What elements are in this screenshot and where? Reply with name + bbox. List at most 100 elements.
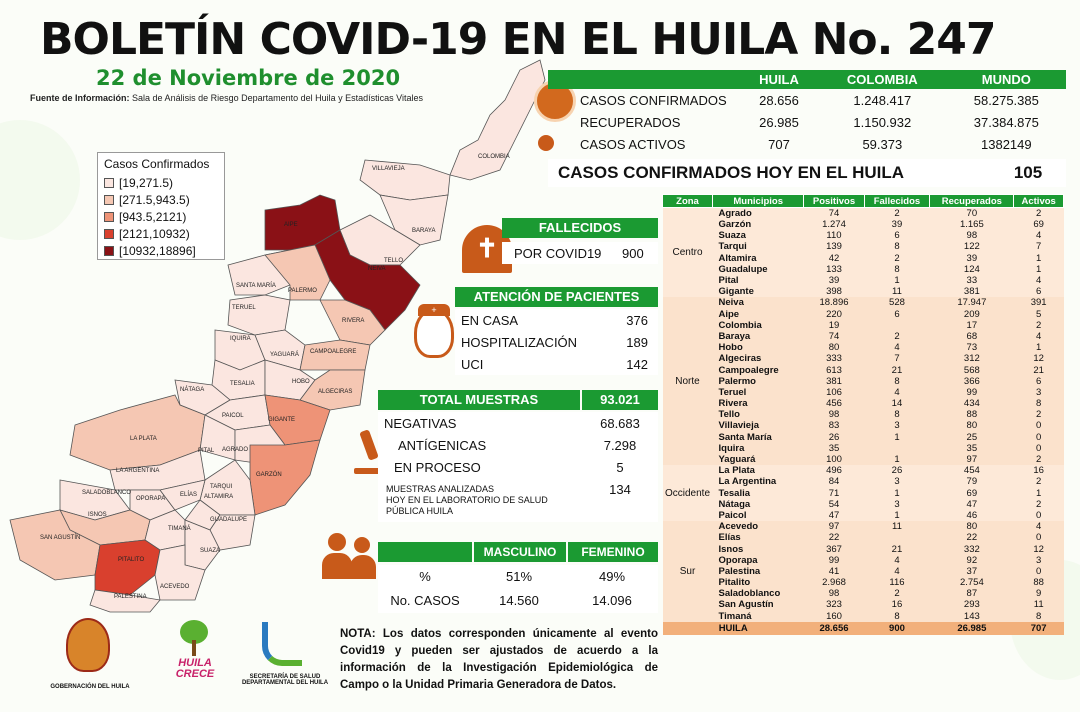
municipio-value: 92 bbox=[966, 554, 978, 566]
municipio-name: Algeciras bbox=[718, 353, 762, 365]
source-note: Fuente de Información: Sala de Análisis … bbox=[30, 93, 423, 103]
municipio-value: 87 bbox=[966, 588, 978, 600]
total-value: 900 bbox=[864, 621, 930, 635]
municipio-value: 1 bbox=[894, 509, 900, 521]
map-municipio-label: HOBO bbox=[292, 379, 310, 385]
muestras-header: TOTAL MUESTRAS 93.021 bbox=[378, 390, 658, 410]
map-municipio-label: AGRADO bbox=[222, 447, 248, 453]
legend-swatch bbox=[104, 245, 114, 256]
map-municipio-label: PITAL bbox=[198, 448, 215, 454]
zona-label: Sur bbox=[679, 565, 696, 577]
virus-icon bbox=[538, 135, 554, 151]
municipio-name: Gigante bbox=[718, 286, 754, 298]
municipio-row: Yaguará 100 1 97 2 bbox=[662, 453, 1064, 466]
municipio-row: Pitalito 2.968 116 2.754 88 bbox=[662, 577, 1064, 589]
municipio-value: 26 bbox=[828, 431, 840, 443]
muestras-lab-label-1: MUESTRAS ANALIZADAS bbox=[386, 483, 495, 494]
total-value: 26.985 bbox=[929, 621, 1014, 635]
municipio-value: 47 bbox=[828, 509, 840, 521]
municipio-value: 381 bbox=[826, 375, 842, 387]
legend-swatch bbox=[104, 228, 114, 239]
municipio-value bbox=[864, 443, 930, 454]
muestras-lab-value: 134 bbox=[609, 482, 631, 497]
zona-label: Occidente bbox=[664, 487, 711, 499]
municipio-name: Rivera bbox=[718, 398, 748, 410]
total-value: 707 bbox=[1013, 621, 1064, 635]
huila-crece-logo bbox=[172, 620, 216, 658]
municipio-value: 106 bbox=[826, 386, 842, 398]
summary-value: 59.373 bbox=[862, 136, 903, 152]
municipios-col-header: Activos bbox=[1013, 194, 1064, 208]
legend-title: Casos Confirmados bbox=[104, 157, 210, 171]
muestras-value: 68.683 bbox=[600, 415, 640, 431]
fallecidos-value: 900 bbox=[622, 245, 644, 261]
muestras-value: 7.298 bbox=[603, 437, 637, 453]
municipio-value: 46 bbox=[966, 509, 978, 521]
municipio-row: Tello 98 8 88 2 bbox=[662, 409, 1064, 421]
municipios-col-header: Fallecidos bbox=[863, 194, 931, 208]
municipio-value: 99 bbox=[966, 386, 978, 398]
summary-header-blank bbox=[548, 70, 740, 89]
municipio-value: 47 bbox=[966, 498, 978, 510]
map-municipio-label: TESALIA bbox=[230, 381, 255, 387]
municipio-name: Villavieja bbox=[718, 420, 760, 432]
municipio-value: 139 bbox=[826, 241, 842, 253]
map-municipio-label: GUADALUPE bbox=[210, 517, 247, 523]
municipio-name: Iquira bbox=[718, 442, 745, 454]
municipio-name: Altamira bbox=[718, 252, 757, 264]
muestras-value: 5 bbox=[616, 459, 624, 475]
municipio-value: 6 bbox=[894, 308, 900, 320]
summary-value: 1.248.417 bbox=[853, 92, 912, 108]
sexo-row-label: No. CASOS bbox=[390, 592, 460, 608]
summary-value: 1382149 bbox=[981, 136, 1032, 152]
municipio-value: 4 bbox=[1036, 275, 1042, 287]
municipio-value: 21 bbox=[891, 364, 903, 376]
map-municipio-label: CAMPOALEGRE bbox=[310, 349, 356, 355]
municipio-name: Timaná bbox=[718, 610, 752, 622]
muestras-title: TOTAL MUESTRAS bbox=[378, 390, 580, 410]
fallecidos-row: POR COVID19 900 bbox=[502, 242, 658, 264]
map-municipio-label: GIGANTE bbox=[268, 417, 295, 423]
municipio-row: Palermo 381 8 366 6 bbox=[662, 375, 1064, 387]
legend-swatch bbox=[104, 211, 114, 222]
municipio-row: Hobo 80 4 73 1 bbox=[662, 342, 1064, 354]
municipio-value: 323 bbox=[826, 599, 842, 611]
municipio-value: 0 bbox=[1036, 532, 1042, 544]
muestras-label: NEGATIVAS bbox=[384, 415, 457, 431]
legend-item: [943.5,2121) bbox=[104, 208, 218, 225]
municipio-value: 391 bbox=[1030, 297, 1047, 309]
legend-item: [271.5,943.5) bbox=[104, 191, 218, 208]
municipio-name: San Agustín bbox=[718, 599, 774, 611]
municipio-value: 99 bbox=[828, 554, 840, 566]
municipio-value: 2 bbox=[1036, 476, 1042, 488]
municipio-name: Isnos bbox=[718, 543, 744, 555]
municipio-value: 528 bbox=[889, 297, 905, 309]
municipios-total-row: HUILA 28.656 900 26.985 707 bbox=[662, 621, 1064, 635]
map-municipio-label: NÁTAGA bbox=[180, 386, 204, 393]
map-municipio-label: VILLAVIEJA bbox=[372, 166, 405, 172]
municipio-value: 568 bbox=[963, 364, 980, 376]
municipio-name: Aipe bbox=[718, 308, 740, 320]
map-municipio-label: GARZÓN bbox=[256, 471, 282, 478]
muestras-lab-row: MUESTRAS ANALIZADAS HOY EN EL LABORATORI… bbox=[378, 478, 658, 522]
nurse-cap-icon: + bbox=[418, 304, 450, 316]
map-municipio-label: ALGECIRAS bbox=[318, 389, 352, 395]
municipio-name: Saladoblanco bbox=[718, 588, 781, 600]
municipio-value bbox=[864, 320, 930, 331]
municipio-value: 17 bbox=[966, 319, 978, 331]
atencion-title: ATENCIÓN DE PACIENTES bbox=[455, 287, 658, 307]
municipio-value: 454 bbox=[963, 465, 980, 477]
municipio-row: Baraya 74 2 68 4 bbox=[662, 330, 1064, 343]
municipio-value: 100 bbox=[826, 454, 842, 466]
municipio-value: 69 bbox=[966, 487, 978, 499]
municipio-value: 4 bbox=[1036, 330, 1042, 342]
sexo-value: 49% bbox=[598, 568, 626, 584]
municipio-value: 11 bbox=[892, 286, 902, 298]
legend-item: [10932,18896] bbox=[104, 242, 218, 259]
casos-hoy-value: 105 bbox=[1013, 163, 1043, 182]
map-municipio-label: IQUIRA bbox=[230, 336, 251, 342]
municipio-name: Palermo bbox=[718, 375, 757, 387]
municipio-name: Colombia bbox=[718, 319, 762, 331]
municipio-row: Villavieja 83 3 80 0 bbox=[662, 420, 1064, 432]
map-municipio-label: PAICOL bbox=[222, 413, 244, 419]
